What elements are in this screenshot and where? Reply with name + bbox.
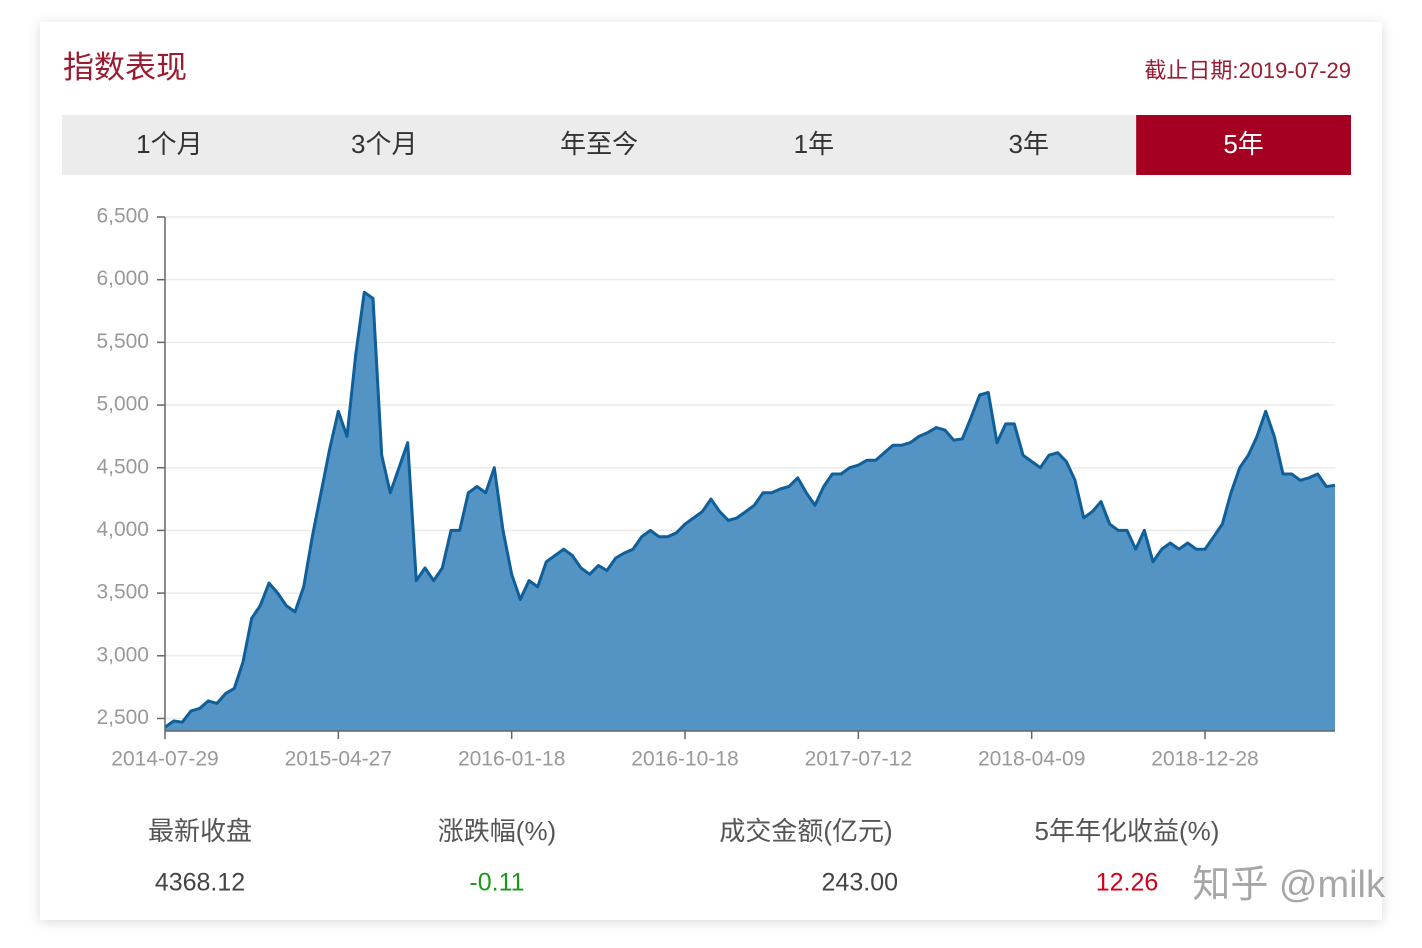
x-tick-label: 2018-04-09 — [978, 748, 1085, 771]
stat: 最新收盘 4368.12 — [148, 816, 252, 897]
y-tick-label: 5,000 — [96, 393, 149, 416]
tab[interactable]: 年至今 — [492, 115, 707, 175]
area-fill — [165, 292, 1335, 731]
chart: 2,500 3,000 3,500 4,000 4,500 5,000 5,500 6,000… — [96, 205, 1336, 771]
stat-label: 5年年化收益(%) — [1035, 816, 1220, 846]
tab-bar: 1个月 3个月 年至今 1年 3年 5年 — [62, 115, 1351, 175]
y-tick-label: 3,500 — [96, 581, 149, 604]
tab[interactable]: 3年 — [921, 115, 1136, 175]
stat: 涨跌幅(%) -0.11 — [438, 816, 556, 897]
y-tick-label: 3,000 — [96, 643, 149, 666]
y-tick-label: 5,500 — [96, 330, 149, 353]
stat: 成交金额(亿元) 243.00 — [719, 816, 898, 897]
tab[interactable]: 3个月 — [277, 115, 492, 175]
watermark: 知乎 @milk — [1192, 864, 1386, 906]
as-of-date: 截止日期:2019-07-29 — [1144, 58, 1351, 83]
y-tick-label: 6,000 — [96, 267, 149, 290]
stat-value: 12.26 — [1096, 869, 1159, 897]
stat-value: 4368.12 — [155, 869, 245, 897]
tab-label[interactable]: 1个月 — [136, 129, 202, 159]
tab-label[interactable]: 年至今 — [560, 129, 638, 159]
stat: 5年年化收益(%) 12.26 — [1035, 816, 1220, 897]
x-tick-label: 2016-10-18 — [631, 748, 738, 771]
tab-label[interactable]: 5年 — [1223, 129, 1263, 159]
stat-value: 243.00 — [822, 869, 898, 897]
x-tick-label: 2015-04-27 — [285, 748, 392, 771]
tab-label[interactable]: 3个月 — [351, 129, 417, 159]
tab[interactable]: 1年 — [707, 115, 922, 175]
tab[interactable]: 1个月 — [62, 115, 277, 175]
x-tick-label: 2016-01-18 — [458, 748, 565, 771]
stat-label: 最新收盘 — [148, 816, 252, 846]
y-tick-label: 2,500 — [96, 706, 149, 729]
x-tick-label: 2014-07-29 — [111, 748, 218, 771]
tab-label[interactable]: 3年 — [1009, 129, 1049, 159]
stat-value: -0.11 — [469, 869, 524, 897]
line — [164, 290, 1336, 729]
tab-label[interactable]: 1年 — [794, 129, 834, 159]
tab-bg[interactable] — [1136, 115, 1351, 175]
stat-label: 成交金额(亿元) — [719, 816, 892, 846]
y-tick-label: 4,500 — [96, 455, 149, 478]
stat-label: 涨跌幅(%) — [438, 816, 556, 846]
y-tick-label: 6,500 — [96, 205, 149, 228]
x-tick-label: 2017-07-12 — [805, 748, 912, 771]
title: 指数表现 — [63, 50, 187, 85]
y-tick-label: 4,000 — [96, 518, 149, 541]
tab[interactable]: 5年 — [1136, 115, 1351, 175]
stats: 最新收盘 4368.12 涨跌幅(%) -0.11 成交金额(亿元) 243.00 5年年化… — [148, 816, 1219, 897]
x-tick-label: 2018-12-28 — [1151, 748, 1258, 771]
